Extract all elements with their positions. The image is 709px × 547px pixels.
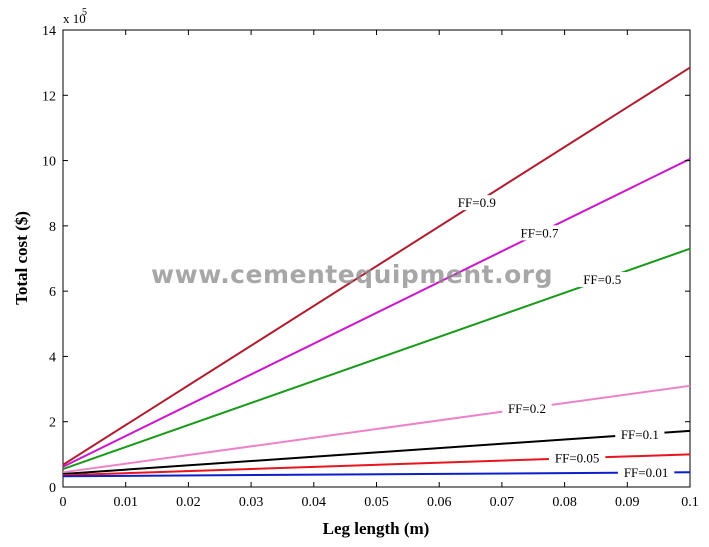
series-label: FF=0.01 bbox=[624, 465, 669, 480]
series-label: FF=0.2 bbox=[508, 401, 546, 416]
series-label-bg bbox=[548, 450, 606, 466]
series-label: FF=0.5 bbox=[583, 272, 621, 287]
series-line bbox=[62, 429, 691, 475]
y-tick-label: 8 bbox=[49, 220, 56, 235]
series-label: FF=0.9 bbox=[458, 195, 496, 210]
series-label-bg bbox=[502, 400, 552, 416]
x-axis-title: Leg length (m) bbox=[323, 519, 430, 538]
x-tick-label: 0.03 bbox=[239, 495, 264, 510]
series-line bbox=[62, 384, 691, 474]
y-tick-label: 2 bbox=[49, 416, 56, 431]
y-tick-label: 10 bbox=[42, 155, 56, 170]
x-tick-label: 0.06 bbox=[427, 495, 452, 510]
y-axis-ticks: 0 2 4 6 8 10 12 14 bbox=[42, 24, 690, 496]
series-label: FF=0.7 bbox=[520, 225, 559, 240]
y-tick-label: 0 bbox=[49, 481, 56, 496]
series-line bbox=[62, 158, 691, 468]
y-tick-label: 4 bbox=[49, 350, 56, 365]
x-tick-label: 0 bbox=[60, 495, 67, 510]
x-tick-label: 0.1 bbox=[681, 495, 699, 510]
y-tick-label: 12 bbox=[42, 89, 56, 104]
x-axis-ticks: 0 0.01 0.02 0.03 0.04 0.05 0.06 0.07 0.08 0.09 0.1 bbox=[60, 30, 699, 510]
x-tick-label: 0.05 bbox=[364, 495, 389, 510]
series-layer bbox=[62, 66, 691, 478]
y-tick-label: 6 bbox=[49, 285, 56, 300]
x-tick-label: 0.07 bbox=[490, 495, 515, 510]
x-tick-label: 0.04 bbox=[302, 495, 327, 510]
y-axis-title: Total cost ($) bbox=[12, 211, 31, 305]
y-multiplier-exponent: 5 bbox=[82, 7, 87, 18]
y-tick-label: 14 bbox=[42, 24, 56, 39]
series-label-bg bbox=[577, 272, 627, 288]
series-label-bg bbox=[615, 426, 665, 442]
watermark: www.cementequipment.org bbox=[151, 260, 553, 289]
series-label-bg bbox=[452, 195, 502, 211]
x-tick-label: 0.01 bbox=[113, 495, 138, 510]
series-line bbox=[62, 66, 691, 466]
x-tick-label: 0.08 bbox=[552, 495, 577, 510]
series-label: FF=0.05 bbox=[555, 451, 600, 466]
series-label: FF=0.1 bbox=[621, 427, 659, 442]
series-label-bg bbox=[617, 465, 675, 481]
series-line bbox=[62, 471, 691, 478]
plot-area bbox=[62, 29, 691, 488]
y-multiplier-label: x 10 bbox=[63, 11, 86, 26]
series-label-layer: FF=0.9 FF=0.7 FF=0.5 FF=0.2 FF=0.1 FF=0.05 FF=… bbox=[452, 195, 675, 481]
x-tick-label: 0.02 bbox=[176, 495, 201, 510]
x-tick-label: 0.09 bbox=[615, 495, 640, 510]
series-label-bg bbox=[514, 225, 565, 241]
